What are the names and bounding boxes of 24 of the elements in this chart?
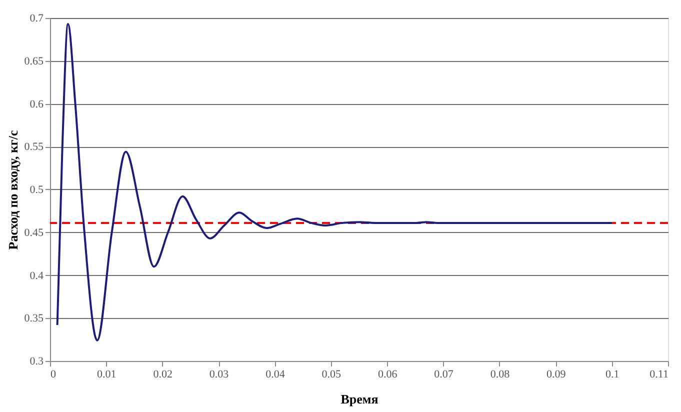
x-tick-label: 0.1 [605,368,620,380]
x-tick-label: 0.07 [434,368,454,380]
x-tick-label: 0.01 [97,368,116,380]
y-tick-label: 0.6 [30,98,44,110]
y-tick-label: 0.45 [24,226,44,239]
x-tick-label: 0.04 [266,368,286,380]
x-tick-label: 0.02 [153,368,172,380]
y-tick-label: 0.35 [24,312,44,325]
line-series [56,23,613,342]
x-tick-label: 0.05 [322,368,342,380]
x-tick-label: 0.03 [209,368,230,380]
y-tick-label: 0.55 [24,141,44,154]
y-tick-label: 0.65 [24,55,44,68]
y-tick-label: 0.3 [30,356,44,368]
x-tick-label: 0.06 [378,368,398,380]
y-tick-label: 0.4 [30,270,44,282]
x-tick-label: 0 [50,368,56,380]
y-axis-title: Расход по входу, кг/с [5,130,20,250]
x-tick-label: 0.09 [546,368,566,380]
y-tick-label: 0.5 [30,184,44,196]
y-tick-label: 0.7 [30,12,44,24]
x-tick-label: 0.11 [650,368,668,380]
x-tick-label: 0.08 [490,368,510,380]
x-axis-title: Время [340,392,378,406]
